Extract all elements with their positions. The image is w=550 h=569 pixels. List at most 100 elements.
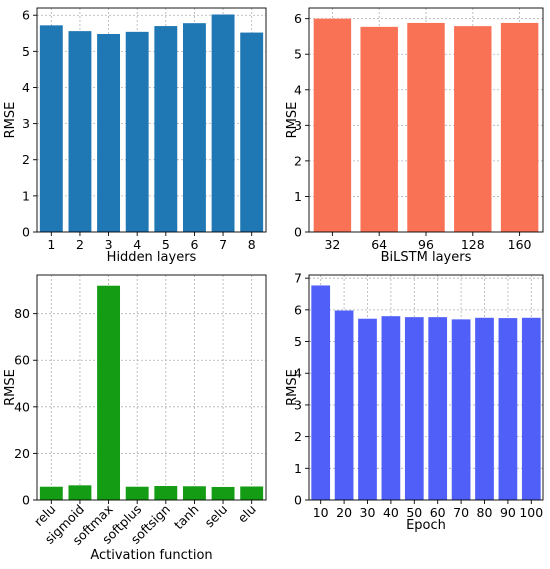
bar xyxy=(240,32,264,232)
y-tick-label: 6 xyxy=(22,8,30,23)
y-tick-label: 0 xyxy=(22,493,30,508)
bar xyxy=(500,22,539,232)
x-tick-label: 60 xyxy=(430,505,446,520)
x-tick-label: 2 xyxy=(76,237,84,252)
x-tick-label: 50 xyxy=(406,505,422,520)
y-tick-label: 3 xyxy=(22,116,30,131)
y-tick-label: 0 xyxy=(294,225,302,240)
bar xyxy=(182,23,206,232)
x-tick-label: tanh xyxy=(171,502,202,533)
x-axis-label: Activation function xyxy=(90,548,212,563)
x-tick-label: 8 xyxy=(248,237,256,252)
bar xyxy=(211,14,235,233)
bar xyxy=(68,31,92,232)
y-axis-label: RMSE xyxy=(285,369,300,406)
bar xyxy=(125,486,149,500)
x-tick-label: 32 xyxy=(324,237,340,252)
x-tick-label: 80 xyxy=(477,505,493,520)
y-tick-label: 5 xyxy=(294,47,302,62)
y-axis-label: RMSE xyxy=(285,102,300,139)
y-tick-label: 40 xyxy=(14,399,30,414)
bar xyxy=(521,317,541,500)
x-tick-label: elu xyxy=(235,502,259,526)
y-tick-label: 2 xyxy=(294,429,302,444)
y-tick-label: 3 xyxy=(294,397,302,412)
x-tick-label: 6 xyxy=(190,237,198,252)
y-tick-label: 2 xyxy=(22,152,30,167)
chart-panel-4: 0 1 2 3 4 5 6 7 10 20 30 40 50 60 70 80 90 100 Epoch RMSE xyxy=(285,271,544,533)
y-tick-label: 4 xyxy=(294,366,302,381)
axes-frame xyxy=(308,274,544,501)
y-axis-label: RMSE xyxy=(3,369,18,406)
axes-frame xyxy=(36,274,267,501)
x-tick-label: 64 xyxy=(371,237,387,252)
bar xyxy=(182,486,206,500)
x-axis-label: BiLSTM layers xyxy=(381,250,472,265)
bar xyxy=(313,18,352,232)
x-tick-label: 128 xyxy=(461,237,485,252)
y-tick-label: 7 xyxy=(294,271,302,286)
x-tick-label: 100 xyxy=(519,505,543,520)
bar xyxy=(97,285,121,500)
y-tick-label: 1 xyxy=(294,461,302,476)
x-tick-label: 96 xyxy=(418,237,434,252)
bar xyxy=(407,22,445,232)
x-tick-label: 7 xyxy=(219,237,227,252)
x-tick-label: 40 xyxy=(383,505,399,520)
x-tick-label: 3 xyxy=(105,237,113,252)
bar xyxy=(311,285,331,500)
bar xyxy=(358,318,377,500)
y-tick-label: 6 xyxy=(294,302,302,317)
x-tick-label: 90 xyxy=(500,505,516,520)
x-tick-label: 70 xyxy=(453,505,469,520)
y-tick-label: 20 xyxy=(14,446,30,461)
y-tick-label: 60 xyxy=(14,353,30,368)
bar xyxy=(240,486,264,500)
bar xyxy=(428,317,448,500)
y-tick-label: 4 xyxy=(22,80,30,95)
x-tick-label: 4 xyxy=(133,237,141,252)
bar xyxy=(39,25,63,233)
y-axis-label: RMSE xyxy=(3,102,18,139)
x-tick-label: 5 xyxy=(162,237,170,252)
y-tick-label: 1 xyxy=(294,189,302,204)
y-tick-label: 5 xyxy=(22,44,30,59)
y-tick-label: 2 xyxy=(294,153,302,168)
bar xyxy=(360,26,398,232)
y-tick-label: 6 xyxy=(294,11,302,26)
bar xyxy=(498,318,518,500)
bar xyxy=(211,486,235,500)
x-tick-label: selu xyxy=(201,502,230,531)
bar xyxy=(381,316,401,500)
y-tick-label: 1 xyxy=(22,188,30,203)
x-tick-label: 30 xyxy=(360,505,376,520)
y-tick-label: 0 xyxy=(294,493,302,508)
bar xyxy=(154,26,178,233)
x-tick-label: 10 xyxy=(313,505,329,520)
x-tick-label: 20 xyxy=(336,505,352,520)
bar xyxy=(334,310,354,500)
y-tick-label: 0 xyxy=(22,225,30,240)
y-tick-label: 4 xyxy=(294,82,302,97)
x-tick-label: 1 xyxy=(47,237,55,252)
bar xyxy=(451,319,471,500)
y-tick-label: 5 xyxy=(294,334,302,349)
bar xyxy=(97,34,121,232)
x-axis-label: Epoch xyxy=(406,518,446,533)
chart-panel-3: 020406080relusigmoidsoftmaxsoftplussofts… xyxy=(3,274,267,563)
bar xyxy=(39,486,63,500)
bar xyxy=(125,31,149,233)
y-tick-label: 80 xyxy=(14,306,30,321)
chart-panel-1: 0 1 2 3 4 5 6 1 2 3 4 5 6 7 8 Hidden layers RMSE xyxy=(3,7,267,265)
bar xyxy=(404,317,424,500)
bar xyxy=(475,317,494,500)
x-axis-label: Hidden layers xyxy=(107,250,197,265)
bar xyxy=(68,485,92,500)
bar xyxy=(154,486,178,500)
bar xyxy=(454,26,492,233)
x-tick-label: 160 xyxy=(508,237,532,252)
axes-frame xyxy=(36,7,267,233)
chart-panel-2: 0 1 2 3 4 5 6 32 64 96 128 160 BiLSTM layers RMSE xyxy=(285,7,544,265)
y-tick-label: 3 xyxy=(294,118,302,133)
